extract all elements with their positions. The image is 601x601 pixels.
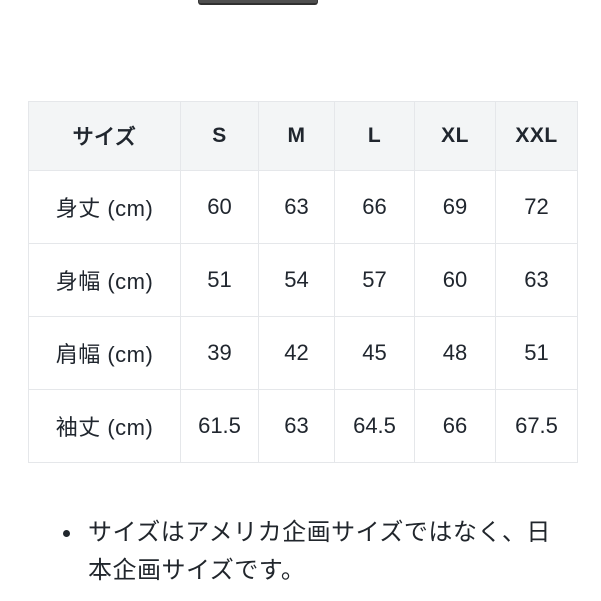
table-row-body-length: 身丈 (cm) 60 63 66 69 72 <box>28 170 578 244</box>
size-value-cell: 72 <box>495 170 578 244</box>
top-bar-fragment <box>198 0 318 5</box>
table-row-body-width: 身幅 (cm) 51 54 57 60 63 <box>28 243 578 317</box>
size-value-cell: 45 <box>334 316 415 390</box>
column-header-xl: XL <box>414 101 496 171</box>
size-value-cell: 63 <box>258 170 335 244</box>
size-value-cell: 39 <box>180 316 259 390</box>
size-value-cell: 54 <box>258 243 335 317</box>
column-header-s: S <box>180 101 259 171</box>
table-row-shoulder-width: 肩幅 (cm) 39 42 45 48 51 <box>28 316 578 390</box>
table-row-sleeve-length: 袖丈 (cm) 61.5 63 64.5 66 67.5 <box>28 389 578 463</box>
size-value-cell: 60 <box>180 170 259 244</box>
size-value-cell: 67.5 <box>495 389 578 463</box>
size-value-cell: 66 <box>334 170 415 244</box>
column-header-size: サイズ <box>28 101 181 171</box>
size-value-cell: 69 <box>414 170 496 244</box>
size-value-cell: 57 <box>334 243 415 317</box>
bullet-dot <box>63 530 70 537</box>
size-value-cell: 42 <box>258 316 335 390</box>
size-value-cell: 48 <box>414 316 496 390</box>
size-value-cell: 60 <box>414 243 496 317</box>
size-value-cell: 63 <box>495 243 578 317</box>
size-chart-header-row: サイズ S M L XL XXL <box>28 101 578 171</box>
note-line: 本企画サイズです。 <box>88 557 306 584</box>
column-header-l: L <box>334 101 415 171</box>
size-value-cell: 64.5 <box>334 389 415 463</box>
row-label: 肩幅 (cm) <box>28 316 181 390</box>
row-label: 袖丈 (cm) <box>28 389 181 463</box>
size-value-cell: 66 <box>414 389 496 463</box>
size-chart-table: サイズ S M L XL XXL 身丈 (cm) 60 63 66 69 72 … <box>28 101 578 463</box>
notes-section: サイズはアメリカ企画サイズではなく、日 本企画サイズです。 <box>63 514 588 590</box>
row-label: 身丈 (cm) <box>28 170 181 244</box>
column-header-m: M <box>258 101 335 171</box>
column-header-xxl: XXL <box>495 101 578 171</box>
size-value-cell: 63 <box>258 389 335 463</box>
size-value-cell: 51 <box>495 316 578 390</box>
row-label: 身幅 (cm) <box>28 243 181 317</box>
size-value-cell: 61.5 <box>180 389 259 463</box>
size-value-cell: 51 <box>180 243 259 317</box>
size-note: サイズはアメリカ企画サイズではなく、日 本企画サイズです。 <box>88 514 551 590</box>
note-line: サイズはアメリカ企画サイズではなく、日 <box>88 519 551 546</box>
